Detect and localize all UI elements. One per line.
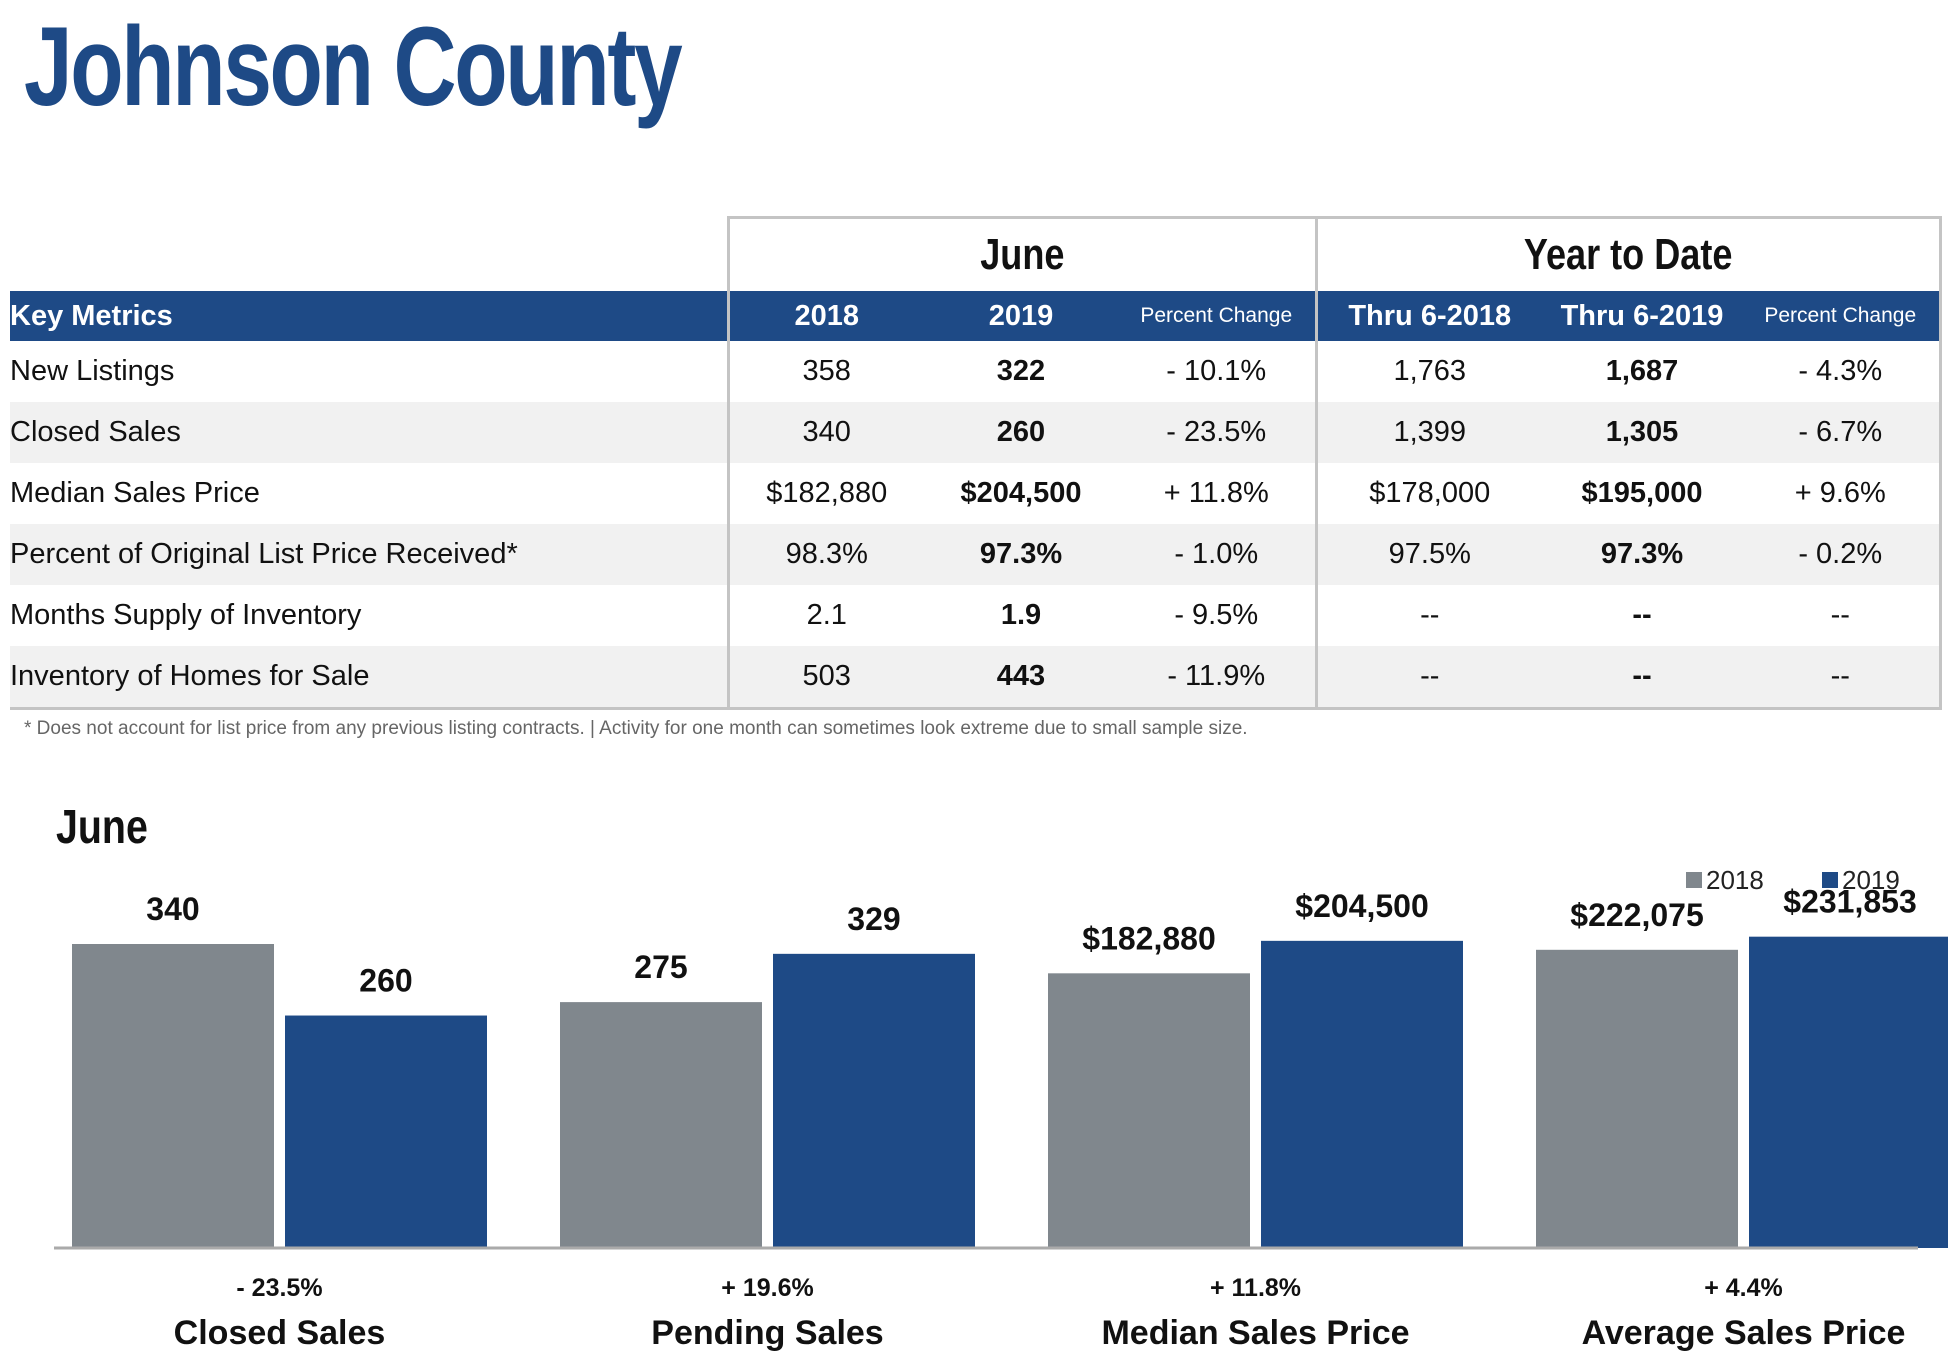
bar-value-label: $222,075 [1570,897,1703,933]
percent-change-label: + 4.4% [1704,1274,1783,1302]
group-header-june: June [726,216,1316,291]
metric-value-ytd2018: $178,000 [1314,463,1542,524]
metric-value-ytd-pct: - 4.3% [1742,341,1942,402]
header-percent-change-ytd: Percent Change [1742,291,1942,341]
chart-title: June [56,801,148,854]
group-header-ytd: Year to Date [1314,216,1942,291]
metric-value-ytd-pct: - 0.2% [1742,524,1942,585]
table-row: New Listings 358 322 - 10.1% 1,763 1,687 - 4.3… [10,341,1942,402]
bar-value-label: 275 [634,949,687,985]
bar-group: 275 329 + 19.6% Pending Sales [560,901,975,1352]
metric-value-ytd2019: 97.3% [1542,524,1742,585]
chart-legend: 2018 2019 [1686,865,1900,895]
percent-change-label: + 11.8% [1210,1274,1301,1302]
table-row: Median Sales Price $182,880 $204,500 + 11.8… [10,463,1942,524]
metric-value-v2019: 443 [924,646,1118,710]
metric-label: Median Sales Price [10,477,260,509]
percent-change-label: + 19.6% [721,1274,813,1302]
metric-value-pct: - 23.5% [1118,402,1316,463]
category-label: Median Sales Price [1101,1314,1409,1352]
metric-value-ytd-pct: -- [1742,646,1942,710]
table-row: Months Supply of Inventory 2.1 1.9 - 9.5% --… [10,585,1942,646]
metric-value-ytd-pct: -- [1742,585,1942,646]
bar-2018 [1536,949,1738,1248]
metric-label: New Listings [10,355,175,387]
bar-2019 [773,953,975,1248]
metric-value-ytd2018: -- [1314,585,1542,646]
bar-group: $222,075 $231,853 + 4.4% Average Sales Pric… [1536,884,1948,1352]
legend-label-2019: 2019 [1842,865,1900,895]
metric-value-ytd2018: 1,763 [1314,341,1542,402]
metric-value-pct: - 10.1% [1166,355,1267,387]
metric-value-pct: - 11.9% [1118,646,1316,710]
metric-value-ytd-pct: - 6.7% [1742,402,1942,463]
bar-2018 [1048,973,1250,1248]
metric-value-ytd2019: 1,687 [1605,355,1679,387]
header-2019: 2019 [924,291,1118,341]
metric-label: Closed Sales [10,402,728,463]
metric-value-v2019: 260 [924,402,1118,463]
bar-group: $182,880 $204,500 + 11.8% Median Sales Pric… [1048,888,1463,1352]
category-label: Average Sales Price [1582,1314,1906,1352]
metric-value-pct: - 9.5% [1174,599,1259,631]
metric-value-v2018: 340 [726,402,924,463]
metric-value-pct: - 1.0% [1118,524,1316,585]
header-2018: 2018 [726,291,924,341]
percent-change-label: - 23.5% [236,1274,322,1302]
metric-value-v2018: 2.1 [726,585,924,646]
category-label: Closed Sales [174,1314,386,1352]
bar-value-label: 260 [359,963,412,999]
table-row: Percent of Original List Price Received*… [10,524,1942,585]
metric-value-ytd2018: 1,399 [1314,402,1542,463]
legend-swatch-2018 [1686,872,1702,888]
legend-label-2018: 2018 [1706,865,1764,895]
footnote: * Does not account for list price from a… [24,718,1248,739]
category-label: Pending Sales [651,1314,883,1352]
metric-value-ytd-pct: + 9.6% [1742,463,1942,524]
metric-value-ytd2019: -- [1632,599,1652,631]
metric-value-ytd2018: 97.5% [1314,524,1542,585]
legend-swatch-2019 [1822,872,1838,888]
metric-value-ytd2019: $195,000 [1581,477,1703,509]
table-group-row: June Year to Date [10,216,1942,291]
bar-2019 [1261,940,1463,1248]
header-thru-2019: Thru 6-2019 [1542,291,1742,341]
metric-value-v2018: 503 [726,646,924,710]
metric-value-v2019: $204,500 [960,477,1082,509]
metric-value-pct: + 11.8% [1163,477,1269,509]
metric-value-v2019: 1.9 [1000,599,1042,631]
metric-value-ytd2019: -- [1542,646,1742,710]
bar-value-label: $182,880 [1082,920,1215,956]
bar-2018 [72,944,274,1248]
metric-value-v2019: 97.3% [924,524,1118,585]
metric-value-v2018: 98.3% [726,524,924,585]
bar-value-label: 340 [146,891,199,927]
bar-value-label: 329 [847,901,900,937]
page-title: Johnson County [24,4,683,129]
table-header-row: Key Metrics 2018 2019 Percent Change Thr… [10,291,1942,341]
header-thru-2018: Thru 6-2018 [1314,291,1542,341]
header-key-metrics: Key Metrics [10,291,728,341]
table-row: Inventory of Homes for Sale 503 443- 11.9%… [10,646,1942,710]
bar-value-label: $204,500 [1295,888,1428,924]
metric-value-ytd2019: 1,305 [1542,402,1742,463]
bar-value-label: $231,853 [1783,884,1916,920]
bar-2019 [285,1015,487,1248]
metric-value-v2019: 322 [996,355,1046,387]
header-percent-change: Percent Change [1118,291,1316,341]
metric-label: Months Supply of Inventory [10,599,362,631]
metric-value-v2018: $182,880 [726,463,924,524]
bar-2019 [1749,936,1948,1248]
key-metrics-table: June Year to Date Key Metrics 2018 2019 … [10,216,1942,710]
table-row: Closed Sales 340 260- 23.5% 1,399 1,305- 6.7… [10,402,1942,463]
metric-value-v2018: 358 [726,341,924,402]
metric-label: Percent of Original List Price Received* [10,524,728,585]
metric-label: Inventory of Homes for Sale [10,646,728,710]
bar-2018 [560,1002,762,1248]
bar-group: 340 260 - 23.5% Closed Sales [72,891,487,1352]
chart-bars: 340 260 - 23.5% Closed Sales 275 329 + 19.6% Pe… [72,884,1948,1352]
metric-value-ytd2018: -- [1314,646,1542,710]
